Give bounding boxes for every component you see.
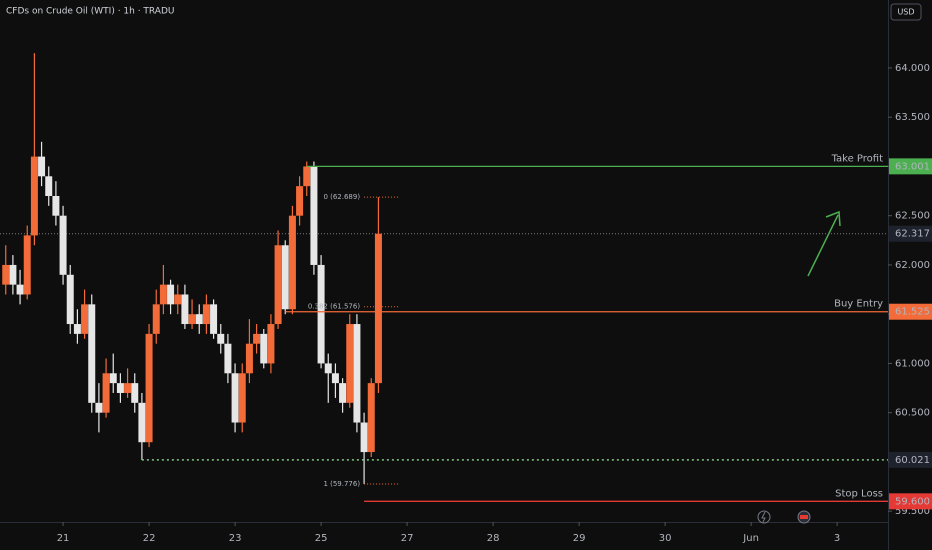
candle-body	[16, 284, 24, 295]
level-badge-label: 63.001	[895, 161, 930, 172]
trend-arrow	[807, 210, 841, 277]
currency-box[interactable]	[890, 3, 922, 21]
candle-body	[231, 373, 239, 423]
x-tick-label: 22	[143, 533, 156, 544]
candle-body	[181, 294, 189, 325]
y-tick-label: 60.500	[895, 408, 930, 419]
candle-body	[9, 264, 17, 285]
candle-body	[346, 324, 354, 403]
candle-body	[109, 373, 117, 384]
candle-body	[45, 176, 53, 196]
chart-icons	[757, 510, 811, 524]
y-tick-label: 63.500	[895, 112, 930, 123]
candle-body	[324, 363, 332, 374]
level-badge	[889, 303, 932, 320]
candle-body	[188, 314, 196, 325]
level-badge	[889, 451, 932, 468]
candle-body	[174, 294, 182, 305]
candle-body	[210, 304, 218, 334]
y-tick-label: 62.000	[895, 260, 930, 271]
x-tick-label: 28	[487, 533, 500, 544]
event-glyph	[800, 515, 808, 519]
level-name: Take Profit	[831, 153, 884, 164]
x-tick-label: 3	[834, 533, 840, 544]
currency: USD	[897, 8, 914, 17]
candle-body	[317, 264, 325, 364]
level-name: Stop Loss	[835, 488, 883, 499]
candle-body	[367, 383, 375, 453]
fib-label: 0 (62.689)	[323, 193, 360, 201]
candle-body	[167, 284, 175, 305]
lightning-icon[interactable]	[757, 510, 771, 524]
candle-body	[138, 402, 146, 443]
candle-body	[2, 264, 10, 285]
candle-body	[73, 324, 81, 334]
candle-body	[353, 324, 361, 423]
candle-body	[202, 304, 210, 325]
candle-body	[131, 383, 139, 403]
current-price-badge-label: 62.317	[895, 229, 930, 240]
arrow-shaft	[807, 214, 839, 277]
candle-body	[23, 235, 31, 295]
candle-body	[288, 215, 296, 310]
y-tick-label: 61.000	[895, 358, 930, 369]
level-badge-label: 61.525	[895, 307, 930, 318]
candle-body	[66, 274, 74, 325]
candle-body	[159, 284, 167, 305]
candle-body	[30, 156, 38, 236]
candle-body	[145, 333, 153, 443]
candle-body	[88, 304, 96, 403]
candle-body	[81, 304, 89, 334]
candle-body	[260, 333, 268, 364]
current-price-badge	[889, 225, 932, 242]
candle-body	[253, 333, 261, 344]
candle-body	[281, 245, 289, 310]
level-badge-label: 59.600	[895, 496, 930, 507]
lightning-glyph	[761, 511, 766, 523]
arrow-head	[825, 210, 841, 227]
candle-body	[102, 373, 110, 413]
candle-body	[274, 245, 282, 325]
candle-body	[52, 195, 60, 216]
candle-body	[267, 324, 275, 364]
y-tick-label: 62.500	[895, 211, 930, 222]
level-badge	[889, 158, 932, 175]
x-tick-label: 25	[315, 533, 328, 544]
level-name: Buy Entry	[834, 299, 883, 310]
candle-body	[217, 333, 225, 344]
candle-body	[331, 373, 339, 384]
y-tick-label: 59.500	[895, 506, 930, 517]
candle-body	[124, 383, 132, 393]
y-tick-label: 64.000	[895, 63, 930, 74]
candle-body	[310, 166, 318, 265]
candle-body	[95, 402, 103, 413]
level-badge-label: 60.021	[895, 455, 930, 466]
x-tick-label: 30	[659, 533, 672, 544]
x-tick-label: 29	[573, 533, 586, 544]
candle-body	[303, 166, 311, 187]
x-tick-label: 23	[229, 533, 242, 544]
x-tick-label: 27	[401, 533, 414, 544]
candle-body	[152, 304, 160, 334]
candle-body	[339, 383, 347, 403]
candle-body	[245, 343, 253, 374]
x-tick-label: Jun	[742, 533, 759, 544]
candle-body	[360, 422, 368, 453]
fib-label: 0.382 (61.576)	[308, 303, 360, 311]
candle-body	[374, 233, 382, 384]
candle-body	[116, 383, 124, 393]
chart-title: CFDs on Crude Oil (WTI) · 1h · TRADU	[6, 7, 175, 17]
fib-label: 1 (59.776)	[323, 480, 360, 488]
x-tick-label: 21	[57, 533, 70, 544]
candle-body	[224, 343, 232, 374]
candle-body	[238, 373, 246, 423]
level-badge	[889, 493, 932, 510]
candle-body	[38, 156, 46, 177]
candle-body	[296, 186, 304, 216]
candle-body	[195, 314, 203, 325]
candle-body	[59, 215, 67, 275]
